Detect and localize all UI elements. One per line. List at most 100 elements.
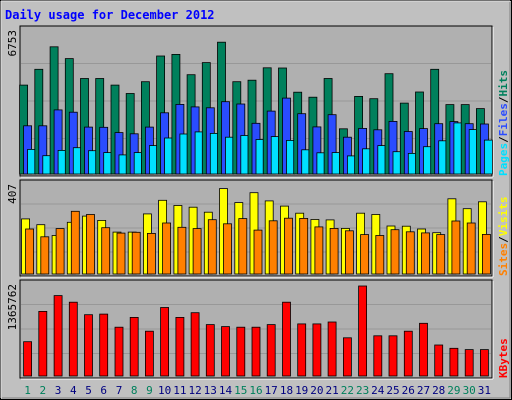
bar-sites-day-20 bbox=[314, 226, 324, 275]
day-label-24: 24 bbox=[371, 384, 385, 397]
bar-kbytes-day-4 bbox=[68, 301, 78, 377]
legend-separator: / bbox=[497, 236, 510, 243]
bar-sites-day-6 bbox=[101, 227, 111, 275]
bar-pages-day-31 bbox=[483, 139, 493, 175]
bar-kbytes-day-25 bbox=[388, 335, 398, 377]
bar-kbytes-day-22 bbox=[342, 337, 352, 377]
bar-kbytes-day-10 bbox=[160, 307, 170, 377]
bar-kbytes-day-2 bbox=[38, 310, 48, 377]
bar-kbytes-day-23 bbox=[358, 285, 368, 377]
day-label-29: 29 bbox=[447, 384, 460, 397]
bar-sites-day-25 bbox=[390, 229, 400, 275]
bar-kbytes-day-7 bbox=[114, 326, 124, 377]
legend-files: Files bbox=[497, 103, 510, 136]
bar-kbytes-day-11 bbox=[175, 316, 185, 377]
day-label-17: 17 bbox=[265, 384, 278, 397]
legend-pages: Pages bbox=[497, 143, 510, 176]
bar-sites-day-1 bbox=[25, 228, 35, 275]
bar-kbytes-day-3 bbox=[53, 295, 63, 377]
bar-sites-day-26 bbox=[405, 231, 415, 275]
bar-sites-day-9 bbox=[146, 232, 156, 275]
day-label-26: 26 bbox=[402, 384, 415, 397]
bar-kbytes-day-12 bbox=[190, 312, 200, 377]
bar-sites-day-15 bbox=[238, 218, 248, 275]
bar-kbytes-day-19 bbox=[297, 323, 307, 377]
day-label-5: 5 bbox=[85, 384, 92, 397]
day-label-23: 23 bbox=[356, 384, 369, 397]
bar-sites-day-3 bbox=[55, 228, 65, 275]
day-label-6: 6 bbox=[100, 384, 107, 397]
bar-pages-day-24 bbox=[377, 145, 387, 175]
bar-pages-day-21 bbox=[331, 152, 341, 175]
bar-pages-day-17 bbox=[270, 136, 280, 175]
bar-sites-day-29 bbox=[451, 220, 461, 275]
day-label-20: 20 bbox=[310, 384, 323, 397]
bar-pages-day-2 bbox=[42, 155, 52, 175]
bar-sites-day-22 bbox=[344, 230, 354, 275]
bar-kbytes-day-30 bbox=[464, 349, 474, 377]
x-axis-day-labels: 1 2 3 4 5 6 7 8 9 10 11 12 13 14 15 16 17 18 19 20 21 22 23 24 2… bbox=[24, 384, 491, 397]
bar-kbytes-day-1 bbox=[23, 341, 33, 377]
bar-pages-day-29 bbox=[453, 122, 463, 175]
bar-kbytes-day-5 bbox=[84, 314, 93, 377]
bar-pages-day-25 bbox=[392, 151, 402, 175]
legend-kbytes: KBytes bbox=[497, 338, 510, 378]
bar-pages-day-20 bbox=[316, 152, 326, 175]
legend-sites: Sites bbox=[497, 243, 510, 276]
day-label-2: 2 bbox=[39, 384, 46, 397]
day-label-28: 28 bbox=[432, 384, 445, 397]
legend-separator: / bbox=[497, 96, 510, 103]
day-label-19: 19 bbox=[295, 384, 308, 397]
bar-sites-day-17 bbox=[268, 220, 278, 275]
bar-sites-day-8 bbox=[131, 231, 141, 275]
chart-side-labels: 6753 407 1365762 bbox=[6, 30, 19, 330]
bar-kbytes-day-16 bbox=[251, 326, 261, 377]
bar-sites-day-30 bbox=[466, 222, 476, 275]
bar-kbytes-day-6 bbox=[99, 313, 109, 377]
bar-sites-day-23 bbox=[360, 234, 370, 275]
bar-sites-day-11 bbox=[177, 226, 187, 275]
bar-sites-day-13 bbox=[207, 219, 217, 275]
day-label-13: 13 bbox=[204, 384, 217, 397]
bar-kbytes-day-14 bbox=[221, 326, 230, 377]
panel-bot-max-label: 1365762 bbox=[6, 284, 19, 330]
bar-sites-day-7 bbox=[116, 232, 126, 275]
panel-top bbox=[19, 25, 494, 178]
legend-mid: Sites/Visits bbox=[497, 197, 510, 277]
bar-kbytes-day-24 bbox=[373, 335, 383, 377]
day-label-12: 12 bbox=[188, 384, 201, 397]
bar-sites-day-21 bbox=[329, 227, 339, 275]
bar-kbytes-day-21 bbox=[327, 321, 337, 377]
bar-sites-day-27 bbox=[421, 232, 430, 275]
legend-bot: KBytes bbox=[497, 338, 510, 378]
bar-pages-day-18 bbox=[286, 139, 295, 175]
bar-kbytes-day-15 bbox=[236, 326, 246, 377]
day-label-27: 27 bbox=[417, 384, 430, 397]
day-label-11: 11 bbox=[173, 384, 186, 397]
bar-kbytes-day-27 bbox=[419, 322, 428, 377]
bar-sites-day-18 bbox=[284, 217, 293, 275]
panel-mid-max-label: 407 bbox=[6, 184, 19, 204]
day-label-16: 16 bbox=[249, 384, 262, 397]
bar-sites-day-31 bbox=[481, 233, 491, 275]
bar-kbytes-day-9 bbox=[144, 330, 154, 377]
bar-kbytes-day-18 bbox=[282, 301, 291, 377]
day-label-21: 21 bbox=[325, 384, 338, 397]
bar-pages-day-6 bbox=[103, 152, 113, 175]
legend-separator: / bbox=[497, 136, 510, 143]
bar-pages-day-14 bbox=[225, 136, 234, 175]
day-label-4: 4 bbox=[70, 384, 77, 397]
day-label-7: 7 bbox=[116, 384, 123, 397]
day-label-8: 8 bbox=[131, 384, 138, 397]
bar-sites-day-28 bbox=[436, 234, 446, 275]
bar-kbytes-day-29 bbox=[449, 347, 459, 377]
day-label-30: 30 bbox=[463, 384, 476, 397]
bar-kbytes-day-28 bbox=[434, 344, 444, 377]
bar-sites-day-5 bbox=[86, 214, 95, 275]
bar-pages-day-27 bbox=[423, 146, 432, 175]
bar-pages-day-22 bbox=[346, 155, 356, 175]
chart-panels bbox=[19, 25, 494, 380]
legend-visits: Visits bbox=[497, 197, 510, 237]
